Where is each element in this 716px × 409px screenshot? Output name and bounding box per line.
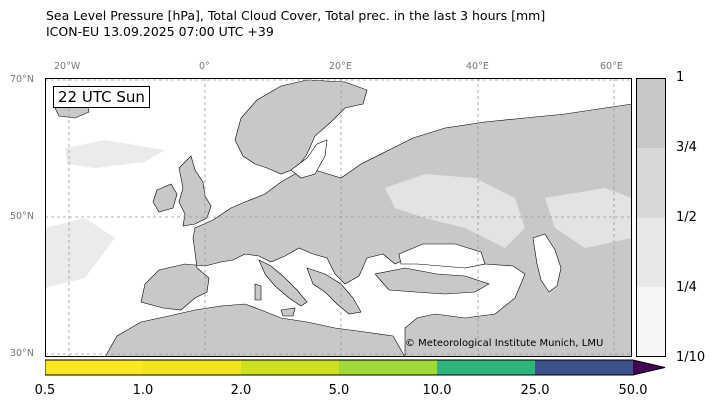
cloud-tick-1-10: 1/10 xyxy=(676,350,706,365)
lon-label-0: 0° xyxy=(199,61,210,72)
lon-label-60e: 60°E xyxy=(600,61,623,72)
time-label: 22 UTC Sun xyxy=(53,86,150,108)
precip-frame xyxy=(45,359,666,376)
precip-band-1-2 xyxy=(143,360,241,375)
cloud-cover-band-3 xyxy=(637,217,665,287)
precip-colorbar xyxy=(45,359,666,376)
sardinia xyxy=(254,283,262,301)
cloud-band-3 xyxy=(545,188,632,248)
scandinavia xyxy=(234,79,368,175)
lon-label-20w: 20°W xyxy=(54,61,81,72)
cloud-cover-colorbar xyxy=(636,78,666,357)
precip-tick-2: 2.0 xyxy=(230,383,252,398)
title-line-2: ICON-EU 13.09.2025 07:00 UTC +39 xyxy=(46,24,274,39)
cloud-cover-band-2 xyxy=(637,148,665,218)
copyright-text: © Meteorological Institute Munich, LMU xyxy=(405,338,604,349)
cloud-tick-1-4: 1/4 xyxy=(676,280,697,295)
precip-tick-1: 1.0 xyxy=(132,383,154,398)
cloud-band-1 xyxy=(385,174,525,248)
title-line-1: Sea Level Pressure [hPa], Total Cloud Co… xyxy=(46,8,546,23)
baltic-sea xyxy=(290,139,328,179)
lat-label-70n: 70°N xyxy=(10,74,34,85)
precip-tick-25: 25.0 xyxy=(520,383,550,398)
precip-band-0-5-1 xyxy=(45,360,143,375)
inland-seas xyxy=(290,139,562,293)
italy xyxy=(258,259,308,307)
precip-band-10-25 xyxy=(437,360,535,375)
precip-band-5-10 xyxy=(339,360,437,375)
lon-label-20e: 20°E xyxy=(329,61,352,72)
precip-extend-arrow xyxy=(633,360,665,375)
lat-label-50n: 50°N xyxy=(10,211,34,222)
precip-tick-0-5: 0.5 xyxy=(34,383,56,398)
anatolia xyxy=(374,267,490,295)
precip-band-2-5 xyxy=(241,360,339,375)
precip-tick-5: 5.0 xyxy=(328,383,350,398)
cloud-tick-3-4: 3/4 xyxy=(676,140,697,155)
cloud-tick-1: 1 xyxy=(676,70,685,85)
lat-label-30n: 30°N xyxy=(10,348,34,359)
cloud-layer xyxy=(45,140,632,288)
balkans xyxy=(306,267,362,315)
great-britain xyxy=(178,155,212,227)
caspian-sea xyxy=(532,233,562,293)
precip-tick-10: 10.0 xyxy=(422,383,452,398)
graticule xyxy=(45,78,632,357)
cloud-band-4 xyxy=(45,218,115,288)
cloud-cover-band-1 xyxy=(637,79,665,149)
north-africa xyxy=(104,303,406,357)
cloud-tick-1-2: 1/2 xyxy=(676,210,697,225)
lon-label-40e: 40°E xyxy=(466,61,489,72)
weather-map xyxy=(45,78,632,357)
cloud-cover-band-4 xyxy=(637,286,665,356)
sicily xyxy=(280,307,296,317)
precip-band-25-50 xyxy=(535,360,633,375)
precip-tick-50: 50.0 xyxy=(618,383,648,398)
ireland xyxy=(152,183,178,213)
cloud-band-2 xyxy=(65,140,165,168)
black-sea xyxy=(398,243,486,269)
map-frame xyxy=(45,78,632,357)
